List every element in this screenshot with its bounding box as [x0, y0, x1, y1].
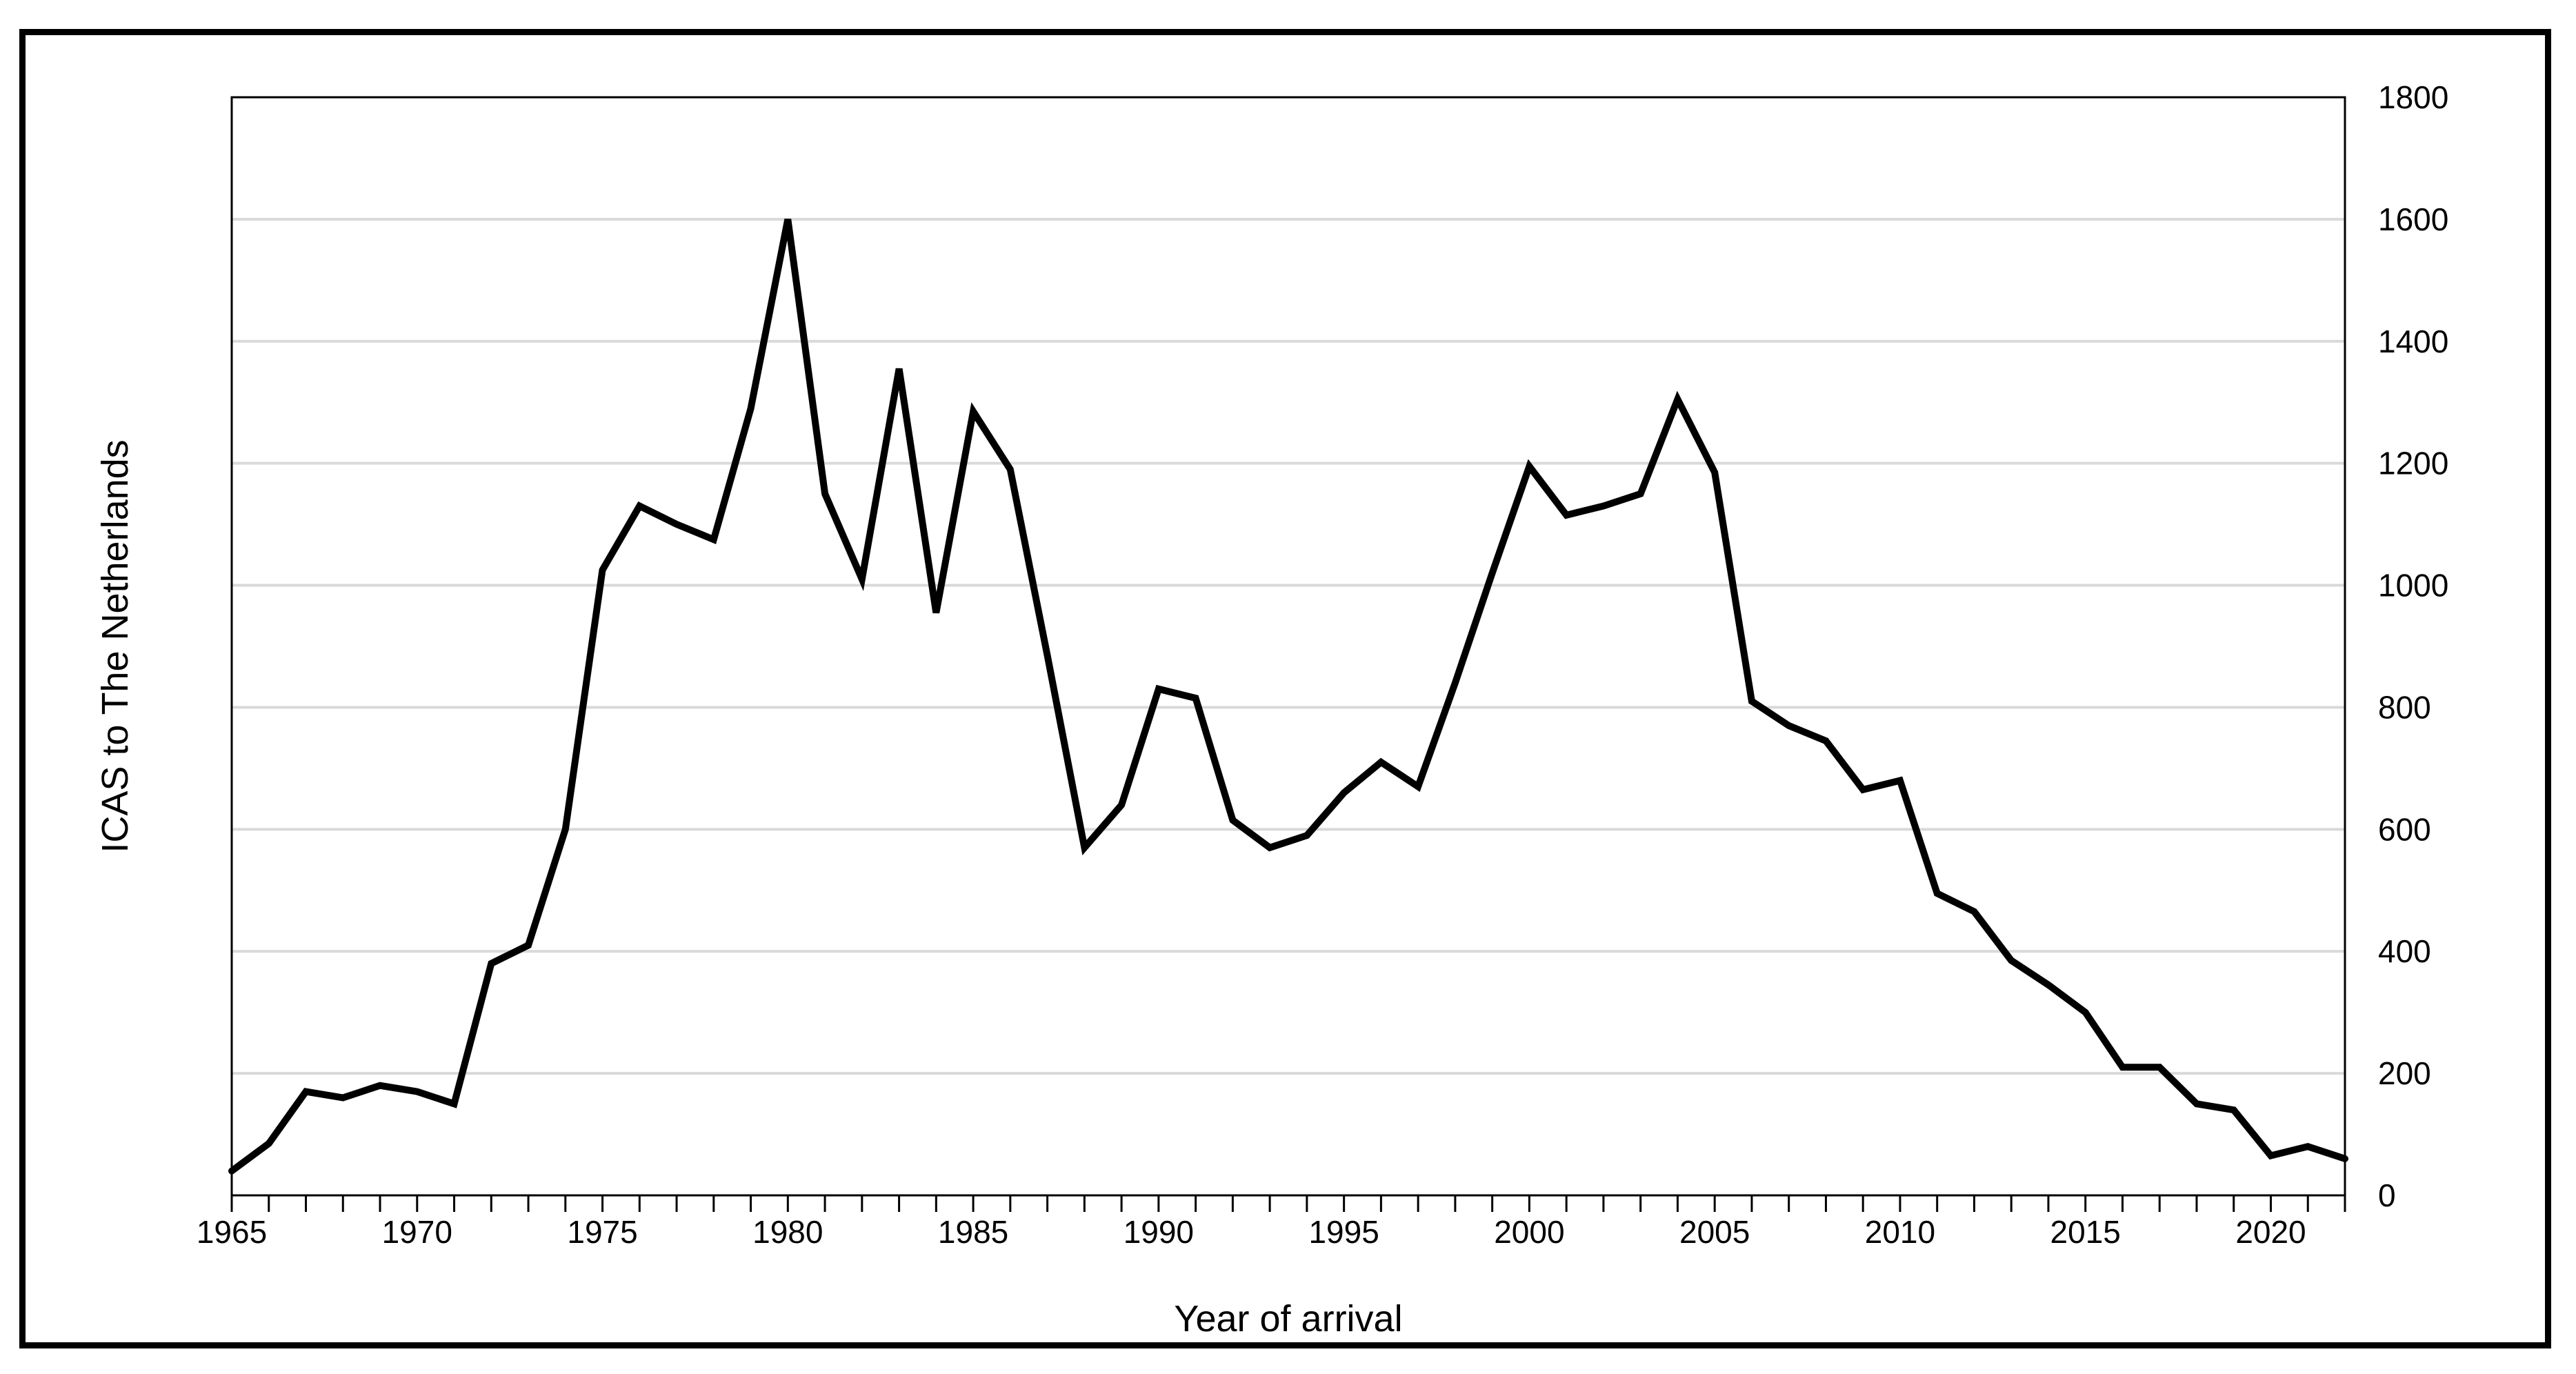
x-tick-label: 1985 — [938, 1214, 1008, 1250]
x-axis-ticks — [230, 1195, 2346, 1212]
y-axis-title: ICAS to The Netherlands — [94, 439, 136, 853]
x-tick-label: 2020 — [2235, 1214, 2306, 1250]
series-polyline — [228, 218, 2348, 1175]
x-tick-label: 2015 — [2050, 1214, 2121, 1250]
y-tick-label: 1800 — [2378, 79, 2448, 115]
plot-border — [230, 96, 2346, 1197]
gridlines — [232, 217, 2345, 1075]
x-tick-label: 2000 — [1494, 1214, 1564, 1250]
y-tick-label: 800 — [2378, 689, 2431, 725]
plot-area-border — [230, 96, 2346, 1197]
x-tick-label: 1975 — [567, 1214, 637, 1250]
y-tick-label: 1400 — [2378, 323, 2448, 359]
y-tick-label: 600 — [2378, 811, 2431, 847]
x-tick-label: 1980 — [752, 1214, 823, 1250]
x-tick-label: 2010 — [1865, 1214, 1935, 1250]
x-axis-title: Year of arrival — [1174, 1298, 1402, 1340]
x-tick-label: 2005 — [1679, 1214, 1750, 1250]
x-tick-label: 1995 — [1308, 1214, 1379, 1250]
x-tick-label: 1970 — [382, 1214, 452, 1250]
y-tick-label: 1600 — [2378, 201, 2448, 237]
figure-border — [19, 29, 2551, 1348]
y-tick-label: 1000 — [2378, 568, 2448, 604]
y-tick-label: 400 — [2378, 933, 2431, 969]
x-tick-labels: 1965 1970 1975 1980 1985 1990 1995 2000 2005 2010… — [197, 1214, 2306, 1250]
y-tick-label: 1200 — [2378, 446, 2448, 481]
x-tick-label: 1965 — [197, 1214, 267, 1250]
data-series-line — [228, 218, 2348, 1175]
y-tick-labels: 0 200 400 600 800 1000 1200 1400 1600 1800 — [2378, 79, 2448, 1213]
x-tick-label: 1990 — [1124, 1214, 1194, 1250]
y-tick-label: 200 — [2378, 1055, 2431, 1091]
y-tick-label: 0 — [2378, 1177, 2396, 1213]
